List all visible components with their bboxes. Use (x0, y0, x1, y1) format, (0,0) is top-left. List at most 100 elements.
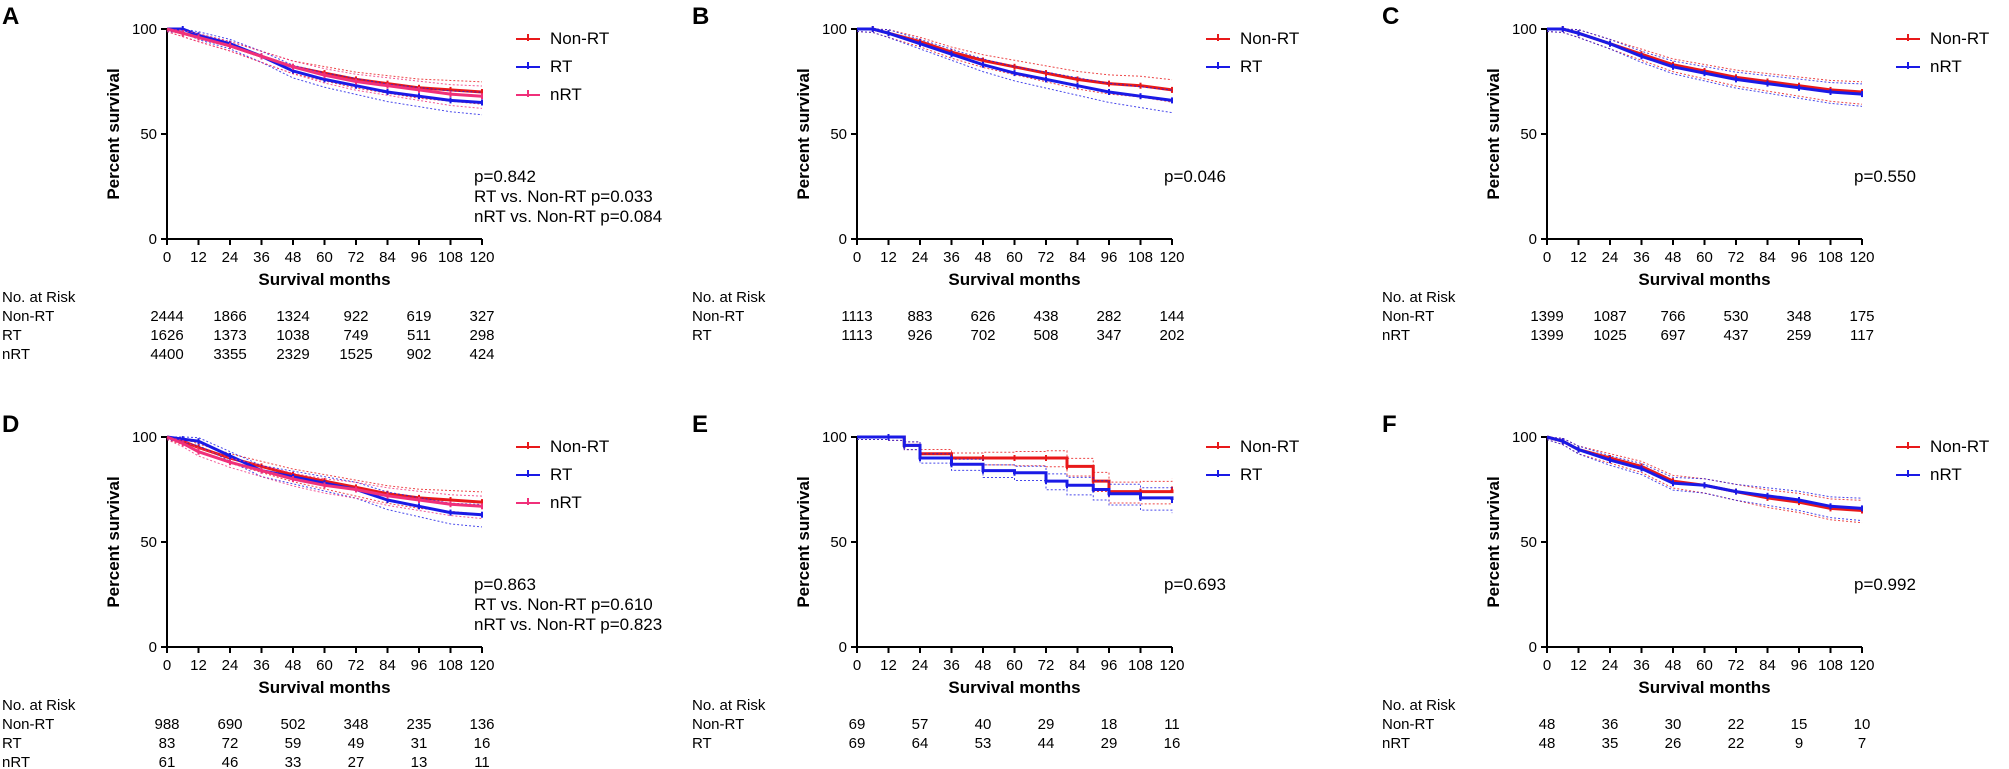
y-tick-label: 0 (1529, 231, 1537, 248)
risk-value: 10 (1854, 716, 1871, 733)
risk-value: 883 (907, 308, 932, 325)
legend-label: Non-RT (1240, 29, 1299, 48)
x-tick-label: 0 (1543, 657, 1551, 674)
x-tick-label: 84 (1759, 657, 1776, 674)
ci-upper-rt (857, 28, 1173, 91)
panel-e: E 0 50 100 0 12 24 36 48 60 72 84 96 108 120 Survival m… (692, 411, 1299, 752)
risk-value: 702 (970, 327, 995, 344)
y-tick-label: 100 (1512, 21, 1537, 38)
risk-row-label: nRT (1382, 327, 1410, 344)
risk-value: 61 (159, 754, 176, 769)
y-tick-label: 100 (132, 21, 157, 38)
ci-upper-nrt (166, 28, 483, 87)
risk-row-label: RT (692, 735, 712, 752)
risk-value: 1038 (276, 327, 309, 344)
risk-value: 348 (1786, 308, 1811, 325)
y-axis-title: Percent survival (1484, 476, 1503, 607)
x-tick-label: 48 (975, 249, 992, 266)
risk-value: 508 (1033, 327, 1058, 344)
x-tick-label: 24 (912, 657, 929, 674)
risk-value: 64 (912, 735, 929, 752)
ci-lower-rt (1546, 31, 1863, 107)
risk-value: 902 (406, 346, 431, 363)
risk-value: 1113 (841, 327, 872, 344)
x-tick-label: 120 (469, 657, 494, 674)
y-tick-label: 100 (132, 429, 157, 446)
risk-value: 619 (406, 308, 431, 325)
x-tick-label: 108 (438, 249, 463, 266)
series-line-rt (857, 435, 1174, 500)
x-tick-label: 36 (943, 249, 960, 266)
risk-value: 59 (285, 735, 302, 752)
risk-value: 1525 (339, 346, 372, 363)
x-tick-label: 24 (222, 657, 239, 674)
risk-value: 57 (912, 716, 929, 733)
x-tick-label: 60 (1006, 657, 1023, 674)
x-tick-label: 84 (1759, 249, 1776, 266)
x-axis-title: Survival months (1638, 270, 1770, 289)
x-tick-label: 24 (912, 249, 929, 266)
risk-value: 697 (1660, 327, 1685, 344)
x-tick-label: 108 (438, 657, 463, 674)
risk-value: 48 (1539, 716, 1556, 733)
risk-value: 424 (469, 346, 494, 363)
x-tick-label: 120 (1849, 249, 1874, 266)
risk-value: 53 (975, 735, 992, 752)
risk-value: 282 (1096, 308, 1121, 325)
x-tick-label: 60 (316, 657, 333, 674)
risk-row-label: nRT (2, 754, 30, 769)
x-tick-label: 0 (163, 657, 171, 674)
risk-value: 988 (154, 716, 179, 733)
risk-value: 438 (1033, 308, 1058, 325)
ci-lower-non_rt (1546, 31, 1863, 105)
x-tick-label: 60 (1006, 249, 1023, 266)
ci-lower-rt (166, 439, 483, 528)
x-tick-label: 84 (1069, 249, 1086, 266)
ci-upper-rt (167, 436, 483, 506)
y-tick-label: 50 (140, 126, 157, 143)
risk-value: 11 (1164, 716, 1180, 733)
risk-row-label: Non-RT (2, 308, 54, 325)
risk-value: 83 (159, 735, 176, 752)
y-tick-label: 0 (149, 231, 157, 248)
panel-letter: C (1382, 3, 1399, 30)
ci-lower-non_rt (166, 439, 483, 515)
x-tick-label: 60 (1696, 657, 1713, 674)
x-tick-label: 24 (1602, 249, 1619, 266)
legend-label: Non-RT (1930, 29, 1989, 48)
ci-lower-nrt (166, 31, 483, 109)
x-tick-label: 0 (1543, 249, 1551, 266)
ci-upper-non_rt (1546, 436, 1863, 501)
panel-b: B 0 50 100 0 12 24 36 48 60 72 84 96 108 120 Survival m… (692, 3, 1299, 344)
series-line-rt (1546, 435, 1863, 510)
x-tick-label: 84 (379, 657, 396, 674)
risk-value: 749 (343, 327, 368, 344)
y-tick-label: 50 (830, 534, 847, 551)
panel-letter: D (2, 411, 19, 438)
risk-value: 511 (407, 327, 431, 344)
legend-label: Non-RT (1930, 437, 1989, 456)
risk-row-label: nRT (2, 346, 30, 363)
risk-table-header: No. at Risk (2, 289, 76, 306)
x-tick-label: 12 (190, 657, 207, 674)
series-line-non_rt (1546, 435, 1863, 512)
x-tick-label: 72 (348, 657, 365, 674)
x-tick-label: 108 (1818, 249, 1843, 266)
x-tick-label: 120 (1849, 657, 1874, 674)
risk-value: 347 (1096, 327, 1121, 344)
panel-letter: F (1382, 411, 1397, 438)
risk-value: 1866 (213, 308, 246, 325)
x-tick-label: 48 (285, 249, 302, 266)
risk-value: 9 (1795, 735, 1803, 752)
risk-value: 18 (1101, 716, 1118, 733)
risk-row-label: Non-RT (692, 716, 744, 733)
x-axis-title: Survival months (948, 270, 1080, 289)
risk-value: 29 (1101, 735, 1118, 752)
x-axis-title: Survival months (258, 270, 390, 289)
x-tick-label: 96 (1791, 657, 1808, 674)
y-tick-label: 50 (1520, 534, 1537, 551)
p-value-text: p=0.550 (1854, 167, 1916, 186)
x-tick-label: 12 (1570, 249, 1587, 266)
risk-row-label: RT (2, 735, 22, 752)
